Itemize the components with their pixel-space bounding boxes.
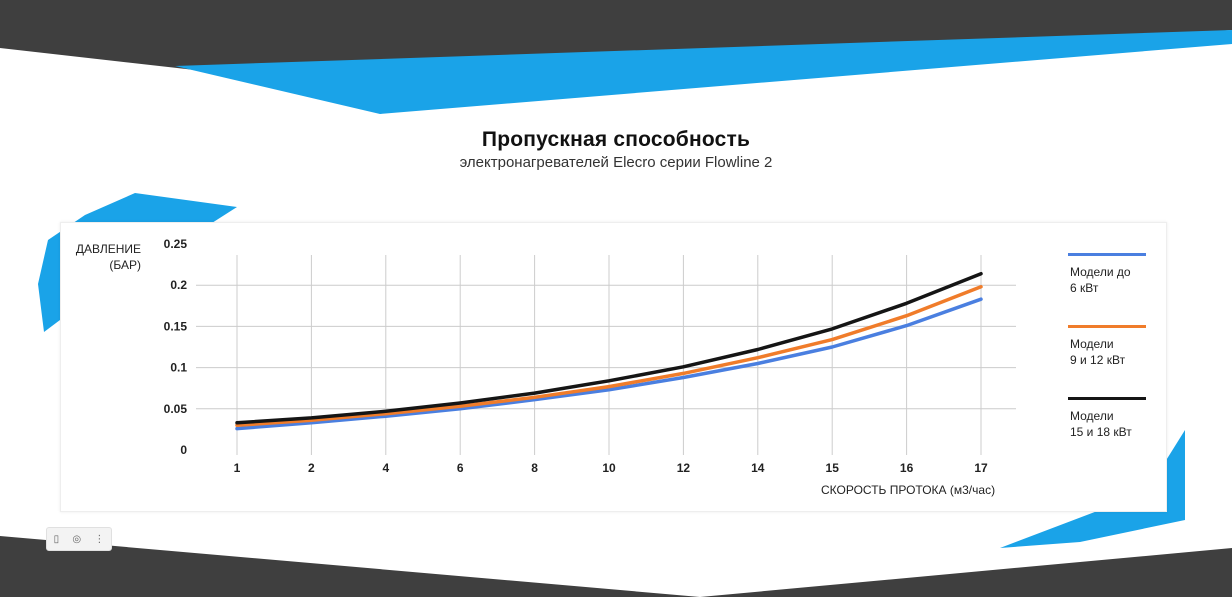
- legend-label-1-line1: Модели до: [1070, 265, 1131, 279]
- x-tick-label: 1: [234, 461, 241, 475]
- x-axis-label: СКОРОСТЬ ПРОТОКА (м3/час): [821, 483, 996, 497]
- legend-label-2: Модели 9 и 12 кВт: [1070, 336, 1156, 368]
- legend-label-2-line1: Модели: [1070, 337, 1114, 351]
- x-tick-label: 15: [826, 461, 840, 475]
- legend-swatch-1: [1068, 253, 1146, 256]
- y-axis-label-line1: ДАВЛЕНИЕ: [75, 242, 141, 256]
- y-axis-label-line2: (БАР): [109, 258, 141, 272]
- header: Пропускная способность электронагревател…: [0, 128, 1232, 171]
- page-title: Пропускная способность: [481, 128, 751, 151]
- top-blue-stripe: [175, 30, 1232, 114]
- x-tick-label: 4: [382, 461, 389, 475]
- series-line-2: [235, 285, 983, 428]
- legend-label-2-line2: 9 и 12 кВт: [1070, 353, 1126, 367]
- x-tick-label: 10: [602, 461, 616, 475]
- y-tick-label: 0.1: [170, 361, 187, 375]
- legend-label-3-line1: Модели: [1070, 409, 1114, 423]
- x-tick-label: 6: [457, 461, 464, 475]
- chart-card: ДАВЛЕНИЕ (БАР) 0.25 0.2 0.15 0.1 0.05 0 1 2 4 6 8 1…: [60, 222, 1167, 512]
- x-tick-label: 16: [900, 461, 914, 475]
- y-tick-label: 0: [180, 443, 187, 457]
- legend-label-3-line2: 15 и 18 кВт: [1070, 425, 1132, 439]
- y-tick-label: 0.2: [170, 278, 187, 292]
- copy-icon[interactable]: ▯: [53, 533, 60, 545]
- bottom-dark-band: [0, 536, 700, 597]
- legend-label-1-line2: 6 кВт: [1070, 281, 1099, 295]
- y-tick-label: 0.25: [164, 237, 188, 251]
- series-line-3: [235, 271, 983, 425]
- x-tick-label: 8: [531, 461, 538, 475]
- right-blue-shape: [1000, 430, 1185, 548]
- y-tick-label: 0.05: [164, 402, 188, 416]
- legend-swatch-3: [1068, 397, 1146, 400]
- page-subtitle: электронагревателей Elecro серии Flowlin…: [459, 154, 773, 171]
- legend-item-3: Модели 15 и 18 кВт: [1066, 397, 1156, 469]
- x-tick-label: 14: [751, 461, 765, 475]
- x-tick-label: 12: [677, 461, 691, 475]
- series-line-1: [235, 297, 983, 431]
- legend-label-1: Модели до 6 кВт: [1070, 264, 1156, 296]
- more-icon[interactable]: ⋮: [94, 533, 105, 545]
- legend-swatch-2: [1068, 325, 1146, 328]
- legend-label-3: Модели 15 и 18 кВт: [1070, 408, 1156, 440]
- legend: Модели до 6 кВт Модели 9 и 12 кВт Модели…: [1066, 253, 1156, 469]
- x-tick-label: 2: [308, 461, 315, 475]
- bottom-dark-band-right: [700, 548, 1232, 597]
- camera-icon[interactable]: ◎: [72, 533, 82, 545]
- legend-item-2: Модели 9 и 12 кВт: [1066, 325, 1156, 397]
- y-tick-label: 0.15: [164, 319, 188, 333]
- legend-item-1: Модели до 6 кВт: [1066, 253, 1156, 325]
- mini-toolbar: ▯ ◎ ⋮: [46, 527, 112, 551]
- y-axis-label: ДАВЛЕНИЕ (БАР): [69, 241, 141, 273]
- x-tick-label: 17: [974, 461, 988, 475]
